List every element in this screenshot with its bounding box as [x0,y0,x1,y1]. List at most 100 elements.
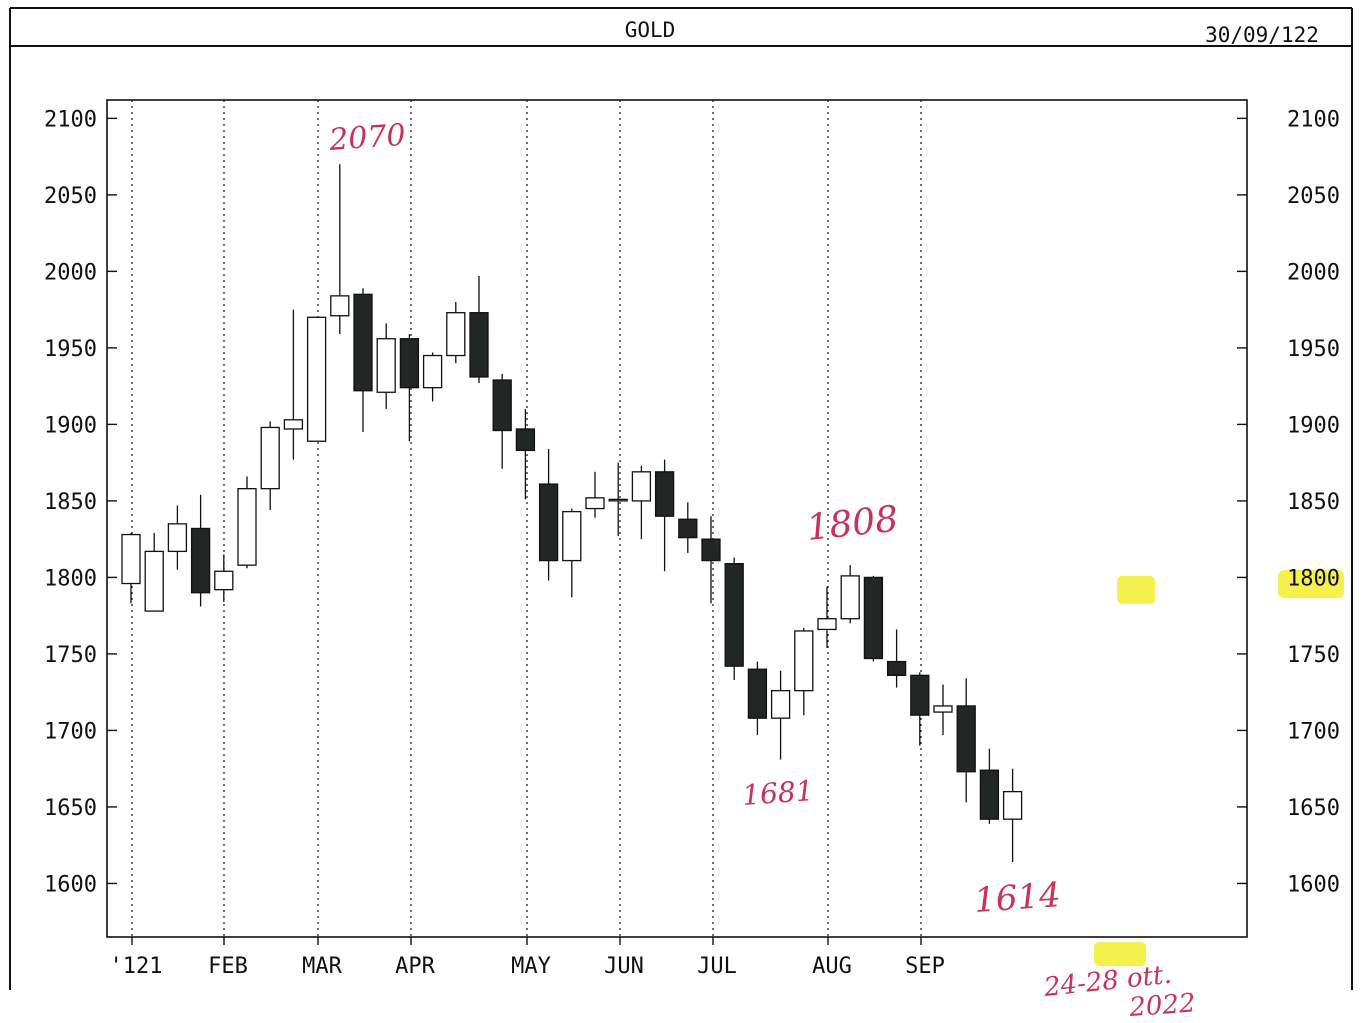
candle [515,409,536,500]
candle [399,334,420,442]
candle [214,554,234,602]
plot-frame [106,99,1248,938]
y-tick-label-right: 1700 [1287,719,1340,744]
candle [840,565,860,624]
y-tick-label-right: 2050 [1287,184,1340,209]
x-tick-label: FEB [208,954,248,979]
candle-body-up [237,488,257,566]
y-tick-label-left: 1700 [44,719,97,744]
month-grid [131,100,922,937]
note-line-2: 2022 [1127,988,1196,1023]
candle-body-up [422,354,443,389]
annotation-1808: 1808 [805,499,900,549]
y-tick-label-left: 1800 [44,566,97,591]
candle-body-up [585,497,605,510]
candle [237,476,257,569]
candle [608,462,628,537]
candle-body-down [886,660,907,676]
candle-body-up [121,533,141,585]
y-tick-label-left: 1900 [44,413,97,438]
x-tick-label: JUL [697,954,737,979]
candle [933,684,953,736]
candle [701,516,721,604]
candle-body-down [538,483,559,562]
y-tick-label-left: 1950 [44,337,97,362]
x-tick-label: '121 [110,954,163,979]
candle-body-down [678,518,698,539]
candle-body-up [817,618,837,631]
y-axis-left: 1600 1650 1700 1750 1800 1850 1900 1950 2000 2050… [44,107,117,897]
candle [863,575,884,662]
candle [167,505,188,570]
candle [886,629,907,688]
y-tick-label-right: 1950 [1287,337,1340,362]
candle [353,288,373,433]
candle [654,459,675,572]
candle-body-up [608,498,628,502]
candle [260,421,280,511]
candle-body-up [330,295,350,317]
candle-body-up [260,426,280,490]
x-axis: '121 FEB MAR APR MAY JUN JUL AUG SEP [110,937,945,979]
candle-body-down [863,576,884,660]
candle [979,748,1000,824]
highlighter-marks [1094,570,1344,966]
candle [956,678,976,803]
candle-body-up [770,689,791,719]
y-tick-label-right: 2100 [1287,107,1340,132]
x-tick-label: AUG [812,954,852,979]
candle-body-down [654,471,675,517]
page-frame [9,7,1353,990]
candle [1002,768,1023,863]
candle [144,533,164,612]
y-tick-label-left: 1600 [44,872,97,897]
x-tick-label: SEP [905,954,945,979]
annotation-low-1681: 1681 [741,774,814,812]
candle [492,373,512,469]
x-tick-label: JUN [604,954,644,979]
x-tick-label: APR [395,954,435,979]
candle [585,471,605,518]
y-tick-label-right: 1900 [1287,413,1340,438]
candle [724,557,744,680]
candle-body-up [144,550,164,612]
annotation-high-2070: 2070 [327,118,407,158]
candle [631,465,652,540]
candle [770,670,791,760]
candle-body-down [956,705,976,773]
candle [446,301,466,364]
candle-body-up [306,316,327,442]
candle [538,448,559,581]
candle [794,627,814,716]
candle-body-up [562,510,582,562]
y-tick-label-right: 1800 [1287,566,1340,591]
chart-date: 30/09/122 [1205,23,1319,47]
candle-body-up [446,312,466,357]
candle-body-down [353,293,373,392]
candle-body-down [979,769,1000,820]
y-tick-label-right: 1850 [1287,490,1340,515]
y-tick-label-left: 1850 [44,490,97,515]
x-tick-label: MAR [302,954,342,979]
chart-title: GOLD [625,18,676,42]
candle [910,672,930,746]
candle-body-down [469,312,489,378]
highlight-1800-level [1117,576,1155,604]
candle [306,316,327,442]
candle-body-up [631,471,652,502]
y-tick-label-left: 2000 [44,260,97,285]
handwritten-annotations: 2070 1808 1681 1614 24-28 ott. 2022 [327,118,1196,1023]
candle-body-up [1002,790,1023,820]
highlight-1800-label [1278,570,1344,598]
candle-body-up [167,523,188,553]
candle [747,661,768,736]
y-tick-label-right: 1600 [1287,872,1340,897]
candle-body-down [910,674,930,716]
y-tick-label-right: 2000 [1287,260,1340,285]
candle [562,508,582,598]
candle-body-up [376,338,396,393]
candles [121,164,1023,863]
candle-body-down [190,527,211,594]
candle [330,164,350,335]
